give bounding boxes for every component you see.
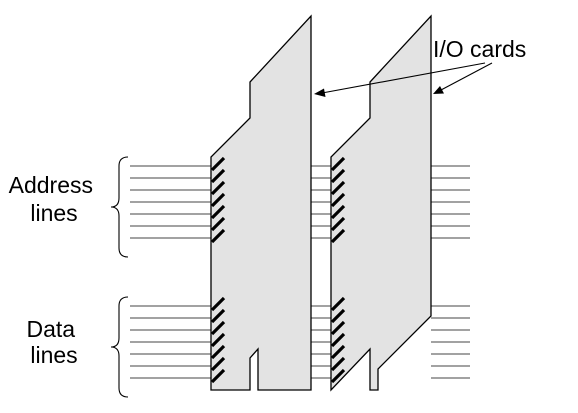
card-2-data-contact-5 [330, 344, 346, 360]
data-label-line2: lines [30, 342, 77, 368]
data-lines-brace [110, 296, 129, 398]
card-2-data-contact-6 [330, 356, 346, 372]
card-1-address-contact-7 [210, 228, 226, 244]
io-card-1-board [210, 14, 312, 391]
address-label-line1: Address [9, 172, 93, 198]
address-lines-label: Address lines [9, 172, 100, 226]
card-2-address-contact-4 [330, 192, 346, 208]
data-label-line1: Data [27, 316, 76, 342]
bus-lines [130, 165, 470, 379]
io-card-2 [330, 14, 432, 392]
card-2-data-contact-4 [330, 332, 346, 348]
card-1-data-contact-5 [210, 344, 226, 360]
card-2-data-contact-7 [330, 368, 346, 384]
arrow-to-card-2 [440, 62, 493, 91]
card-1-data-contact-3 [210, 320, 226, 336]
arrowhead-card-2 [433, 86, 444, 94]
card-2-data-contact-3 [330, 320, 346, 336]
data-lines-label: Data lines [27, 316, 82, 368]
card-2-address-contact-7 [330, 228, 346, 244]
card-1-data-contact-6 [210, 356, 226, 372]
card-1-data-contact-2 [210, 308, 226, 324]
card-1-address-contact-5 [210, 204, 226, 220]
io-card-1 [210, 14, 312, 391]
card-2-address-contact-2 [330, 168, 346, 184]
card-2-address-contact-5 [330, 204, 346, 220]
io-card-1-contacts [210, 156, 226, 384]
card-2-data-contact-2 [330, 308, 346, 324]
card-2-address-contact-6 [330, 216, 346, 232]
card-1-address-contact-4 [210, 192, 226, 208]
card-2-address-contact-3 [330, 180, 346, 196]
card-1-data-contact-4 [210, 332, 226, 348]
address-lines-brace [110, 156, 129, 258]
address-label-line2: lines [30, 200, 77, 226]
io-cards-pointer-arrows [314, 62, 493, 97]
card-1-data-contact-1 [210, 296, 226, 312]
io-card-2-contacts [330, 156, 346, 384]
io-card-2-board [330, 14, 432, 392]
card-2-data-contact-1 [330, 296, 346, 312]
card-1-address-contact-3 [210, 180, 226, 196]
arrowhead-card-1 [314, 88, 326, 97]
arrow-to-card-1 [321, 62, 486, 94]
card-2-address-contact-1 [330, 156, 346, 172]
card-1-address-contact-1 [210, 156, 226, 172]
card-1-address-contact-2 [210, 168, 226, 184]
card-1-data-contact-7 [210, 368, 226, 384]
io-cards-label: I/O cards [433, 36, 526, 62]
card-1-address-contact-6 [210, 216, 226, 232]
